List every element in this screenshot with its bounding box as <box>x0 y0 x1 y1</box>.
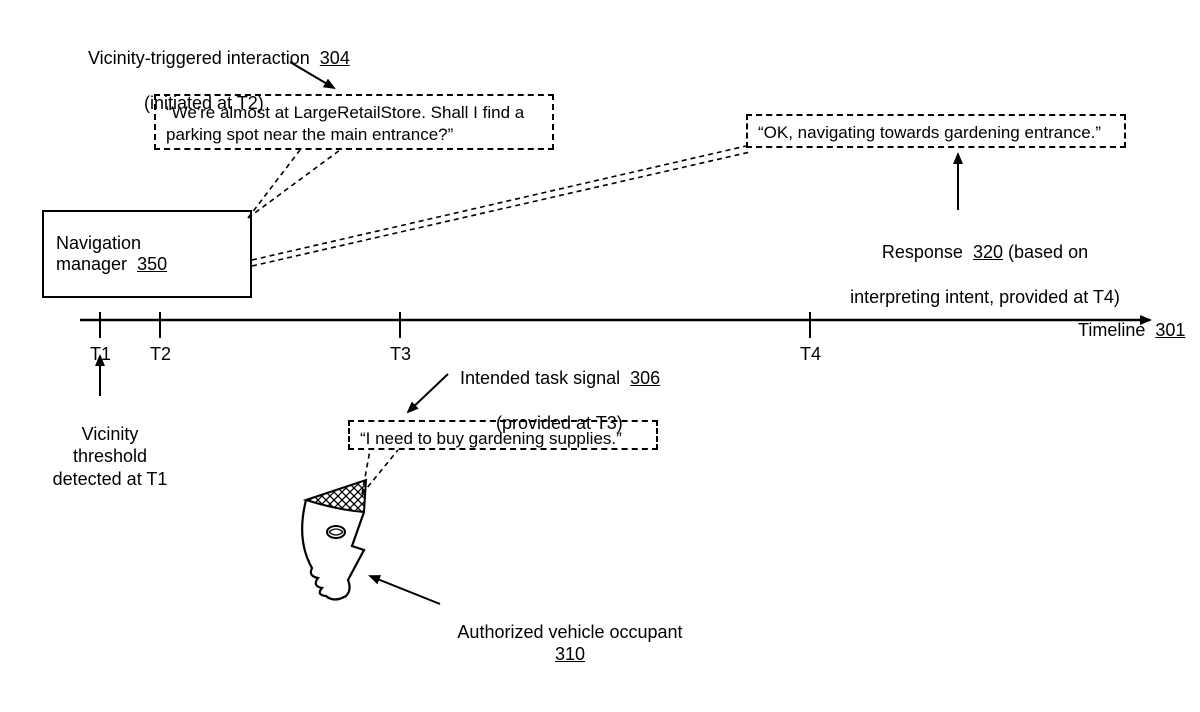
caption-response: Response 320 (based on interpreting inte… <box>830 218 1140 308</box>
caption-vicinity-detected: Vicinity threshold detected at T1 <box>45 400 175 490</box>
diagram-stage: Navigation manager 350 “We're almost at … <box>0 0 1200 712</box>
bubble-response-text: “OK, navigating towards gardening entran… <box>758 123 1101 142</box>
tick-label-t1: T1 <box>90 344 111 365</box>
tick-label-t2: T2 <box>150 344 171 365</box>
tick-label-t4: T4 <box>800 344 821 365</box>
nav-manager-label: Navigation manager 350 <box>56 233 238 275</box>
arrow-task-signal <box>408 374 448 412</box>
nav-manager-box: Navigation manager 350 <box>42 210 252 298</box>
occupant-head-icon <box>302 480 366 600</box>
bubble-response: “OK, navigating towards gardening entran… <box>746 114 1126 148</box>
caption-vicinity-interaction: Vicinity-triggered interaction 304 (init… <box>88 24 350 114</box>
caption-occupant: Authorized vehicle occupant310 <box>440 598 700 666</box>
arrow-occupant <box>370 576 440 604</box>
caption-task-signal: Intended task signal 306 (provided at T3… <box>460 344 660 434</box>
tick-label-t3: T3 <box>390 344 411 365</box>
timeline-label: Timeline 301 <box>1078 296 1185 341</box>
